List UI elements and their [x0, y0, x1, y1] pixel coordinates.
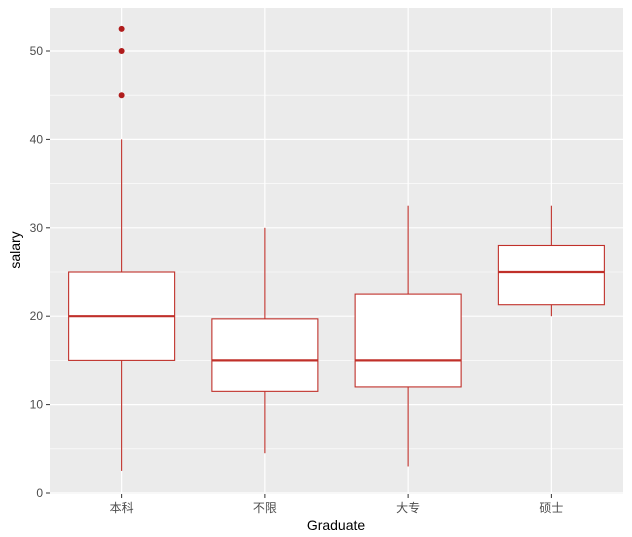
box-不限 [211, 227, 319, 454]
iqr-box [211, 318, 319, 392]
x-axis: 本科 不限 大专 硕士 [110, 494, 563, 515]
x-tick-label: 硕士 [539, 501, 563, 515]
y-axis: 0 10 20 30 40 50 [30, 44, 50, 500]
x-tick-label: 本科 [110, 501, 134, 515]
y-tick-label: 40 [30, 132, 44, 146]
boxes [68, 25, 605, 471]
x-tick-label: 大专 [396, 500, 420, 515]
y-tick-label: 0 [36, 486, 43, 500]
box-大专 [354, 205, 462, 467]
iqr-box [497, 244, 605, 306]
y-tick-label: 20 [30, 309, 44, 323]
x-axis-title: Graduate [307, 517, 366, 533]
outlier-point [118, 25, 125, 32]
box-本科 [68, 25, 176, 471]
y-axis-title: salary [7, 231, 23, 268]
y-tick-label: 50 [30, 44, 44, 58]
box-硕士 [497, 205, 605, 317]
outlier-point [118, 48, 125, 54]
x-tick-label: 不限 [253, 501, 277, 515]
y-tick-label: 30 [30, 221, 44, 235]
iqr-box [354, 293, 462, 388]
y-tick-label: 10 [30, 398, 44, 412]
outlier-point [118, 92, 125, 99]
